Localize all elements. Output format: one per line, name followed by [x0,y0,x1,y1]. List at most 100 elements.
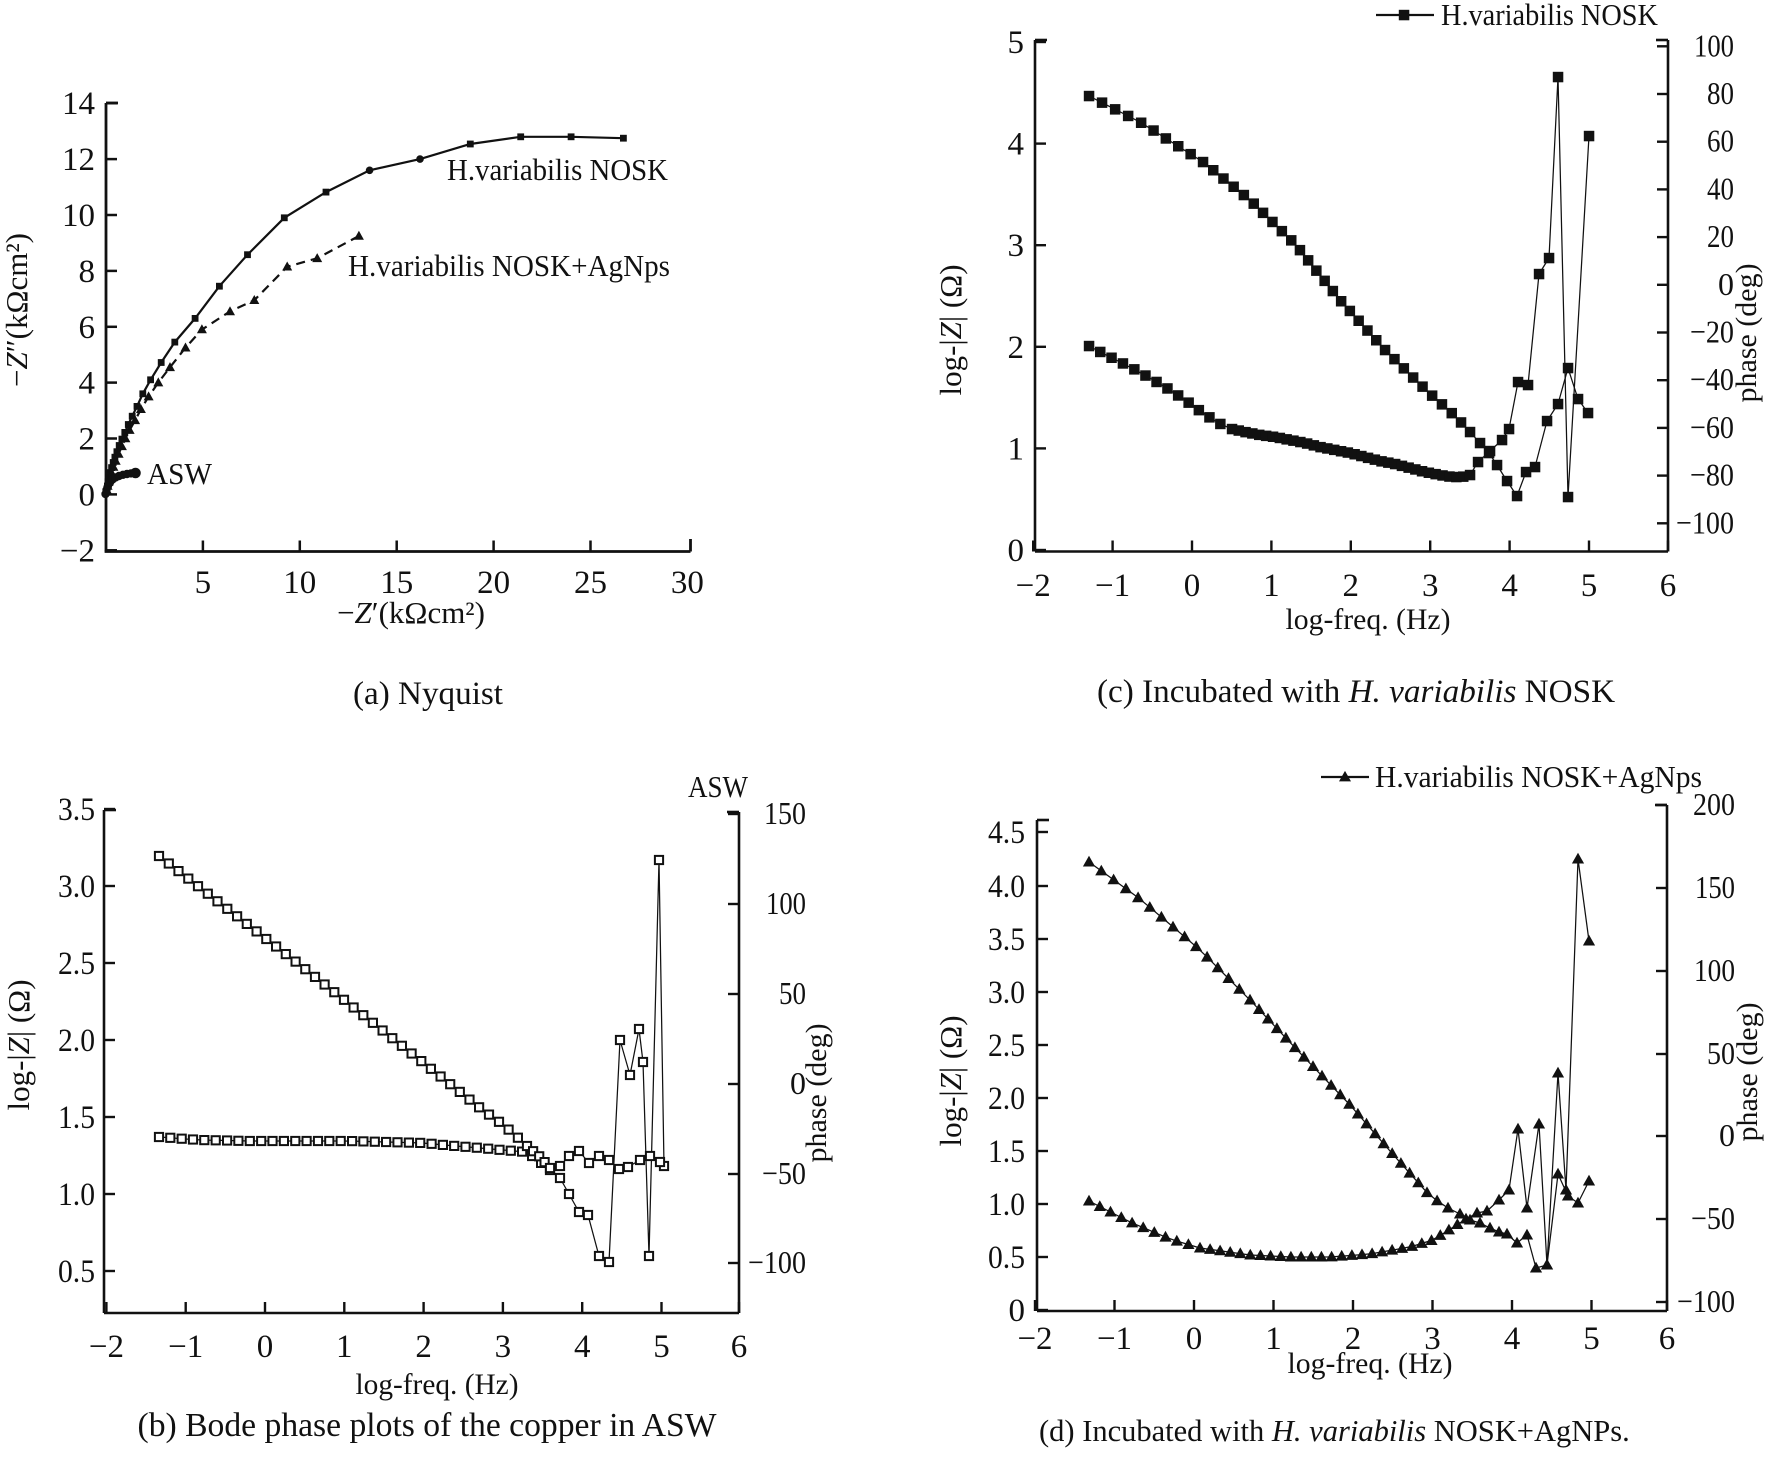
svg-text:25: 25 [574,565,607,601]
svg-text:100: 100 [1694,27,1734,63]
svg-text:log-|Z| (Ω): log-|Z| (Ω) [1,979,36,1110]
svg-text:log-freq. (Hz): log-freq. (Hz) [356,1368,519,1401]
svg-text:0: 0 [1184,568,1201,604]
svg-text:0: 0 [79,477,96,513]
svg-text:H.variabilis NOSK: H.variabilis NOSK [447,152,669,187]
svg-text:0: 0 [1719,1117,1735,1153]
svg-text:H.variabilis NOSK+AgNps: H.variabilis NOSK+AgNps [1375,759,1702,794]
svg-text:phase (deg): phase (deg) [1731,1002,1764,1141]
svg-text:phase (deg): phase (deg) [800,1023,833,1162]
svg-text:−2: −2 [1017,1321,1052,1357]
svg-text:2.5: 2.5 [58,946,95,982]
svg-text:1.5: 1.5 [988,1134,1025,1170]
svg-text:3.5: 3.5 [988,922,1025,958]
svg-text:−50: −50 [762,1155,806,1191]
svg-text:8: 8 [79,254,96,290]
svg-text:3.5: 3.5 [58,792,95,828]
svg-text:4.5: 4.5 [988,815,1025,851]
svg-text:100: 100 [766,885,806,921]
svg-text:100: 100 [1694,952,1735,988]
svg-text:6: 6 [1659,1321,1676,1357]
svg-text:−2: −2 [60,533,95,569]
svg-text:log-freq. (Hz): log-freq. (Hz) [1288,1347,1453,1380]
svg-text:2: 2 [1343,568,1360,604]
svg-text:5: 5 [1583,1321,1600,1357]
svg-text:log-|Z| (Ω): log-|Z| (Ω) [933,1015,968,1146]
svg-text:40: 40 [1707,170,1734,206]
svg-text:−100: −100 [1677,1283,1735,1319]
svg-text:4.0: 4.0 [988,869,1025,905]
svg-text:80: 80 [1707,75,1734,111]
svg-text:1.5: 1.5 [58,1100,95,1136]
svg-text:0: 0 [1009,1293,1026,1329]
svg-text:2: 2 [415,1329,432,1365]
svg-text:0: 0 [1186,1321,1203,1357]
svg-text:2.0: 2.0 [58,1023,95,1059]
svg-text:4: 4 [1501,568,1518,604]
svg-text:6: 6 [79,310,96,346]
svg-text:(c) Incubated with H. variabil: (c) Incubated with H. variabilis NOSK [1097,673,1615,710]
svg-text:−2: −2 [89,1329,124,1365]
svg-text:150: 150 [764,795,806,831]
svg-text:phase (deg): phase (deg) [1730,263,1763,402]
svg-text:3: 3 [1008,228,1025,264]
svg-text:ASW: ASW [688,769,749,804]
svg-text:30: 30 [671,565,704,601]
svg-text:1.0: 1.0 [988,1187,1025,1223]
svg-text:3: 3 [1424,1321,1441,1357]
svg-text:20: 20 [477,565,510,601]
svg-text:(a) Nyquist: (a) Nyquist [353,676,503,712]
svg-text:3.0: 3.0 [988,975,1025,1011]
svg-text:log-|Z| (Ω): log-|Z| (Ω) [933,264,968,395]
svg-text:6: 6 [731,1329,748,1365]
svg-text:15: 15 [380,565,413,601]
svg-text:1: 1 [1265,1321,1282,1357]
svg-text:6: 6 [1660,568,1677,604]
svg-text:−1: −1 [168,1329,203,1365]
svg-text:4: 4 [1008,127,1025,163]
svg-text:10: 10 [62,198,95,234]
svg-text:3: 3 [495,1329,512,1365]
svg-text:1.0: 1.0 [58,1177,95,1213]
svg-text:H.variabilis NOSK: H.variabilis NOSK [1441,0,1659,32]
svg-text:ASW: ASW [147,456,213,491]
svg-text:0: 0 [257,1329,274,1365]
svg-text:−50: −50 [1691,1200,1735,1236]
svg-text:−100: −100 [1676,504,1734,540]
svg-text:4: 4 [1504,1321,1521,1357]
svg-text:1: 1 [1008,431,1025,467]
svg-text:log-freq. (Hz): log-freq. (Hz) [1286,603,1451,636]
svg-text:2: 2 [1008,330,1025,366]
svg-text:5: 5 [195,565,212,601]
svg-text:14: 14 [62,86,95,122]
svg-text:60: 60 [1707,123,1734,159]
svg-text:−20: −20 [1690,314,1734,350]
svg-text:0.5: 0.5 [988,1240,1025,1276]
svg-text:150: 150 [1695,869,1735,905]
svg-text:2.0: 2.0 [988,1081,1025,1117]
svg-text:12: 12 [62,142,95,178]
svg-text:−100: −100 [748,1244,806,1280]
svg-text:−60: −60 [1690,409,1734,445]
svg-text:2: 2 [79,422,96,458]
svg-text:−80: −80 [1690,457,1734,493]
svg-text:3: 3 [1422,568,1439,604]
svg-text:(b) Bode phase plots of the co: (b) Bode phase plots of the copper in AS… [138,1407,717,1444]
svg-text:−Z″(kΩcm²): −Z″(kΩcm²) [0,233,34,387]
svg-text:(d) Incubated with H. variabil: (d) Incubated with H. variabilis NOSK+Ag… [1039,1414,1630,1448]
svg-text:−1: −1 [1097,1321,1132,1357]
svg-text:2: 2 [1345,1321,1362,1357]
svg-text:1: 1 [336,1329,353,1365]
svg-text:0: 0 [1008,533,1025,569]
svg-text:5: 5 [653,1329,670,1365]
svg-text:0: 0 [790,1065,806,1101]
svg-text:5: 5 [1581,568,1598,604]
svg-text:5: 5 [1008,25,1025,61]
svg-text:−40: −40 [1690,361,1734,397]
svg-text:0: 0 [1718,266,1734,302]
svg-text:4: 4 [574,1329,591,1365]
svg-text:50: 50 [779,975,806,1011]
svg-text:3.0: 3.0 [58,869,95,905]
svg-text:−2: −2 [1016,568,1051,604]
svg-text:0.5: 0.5 [58,1254,95,1290]
